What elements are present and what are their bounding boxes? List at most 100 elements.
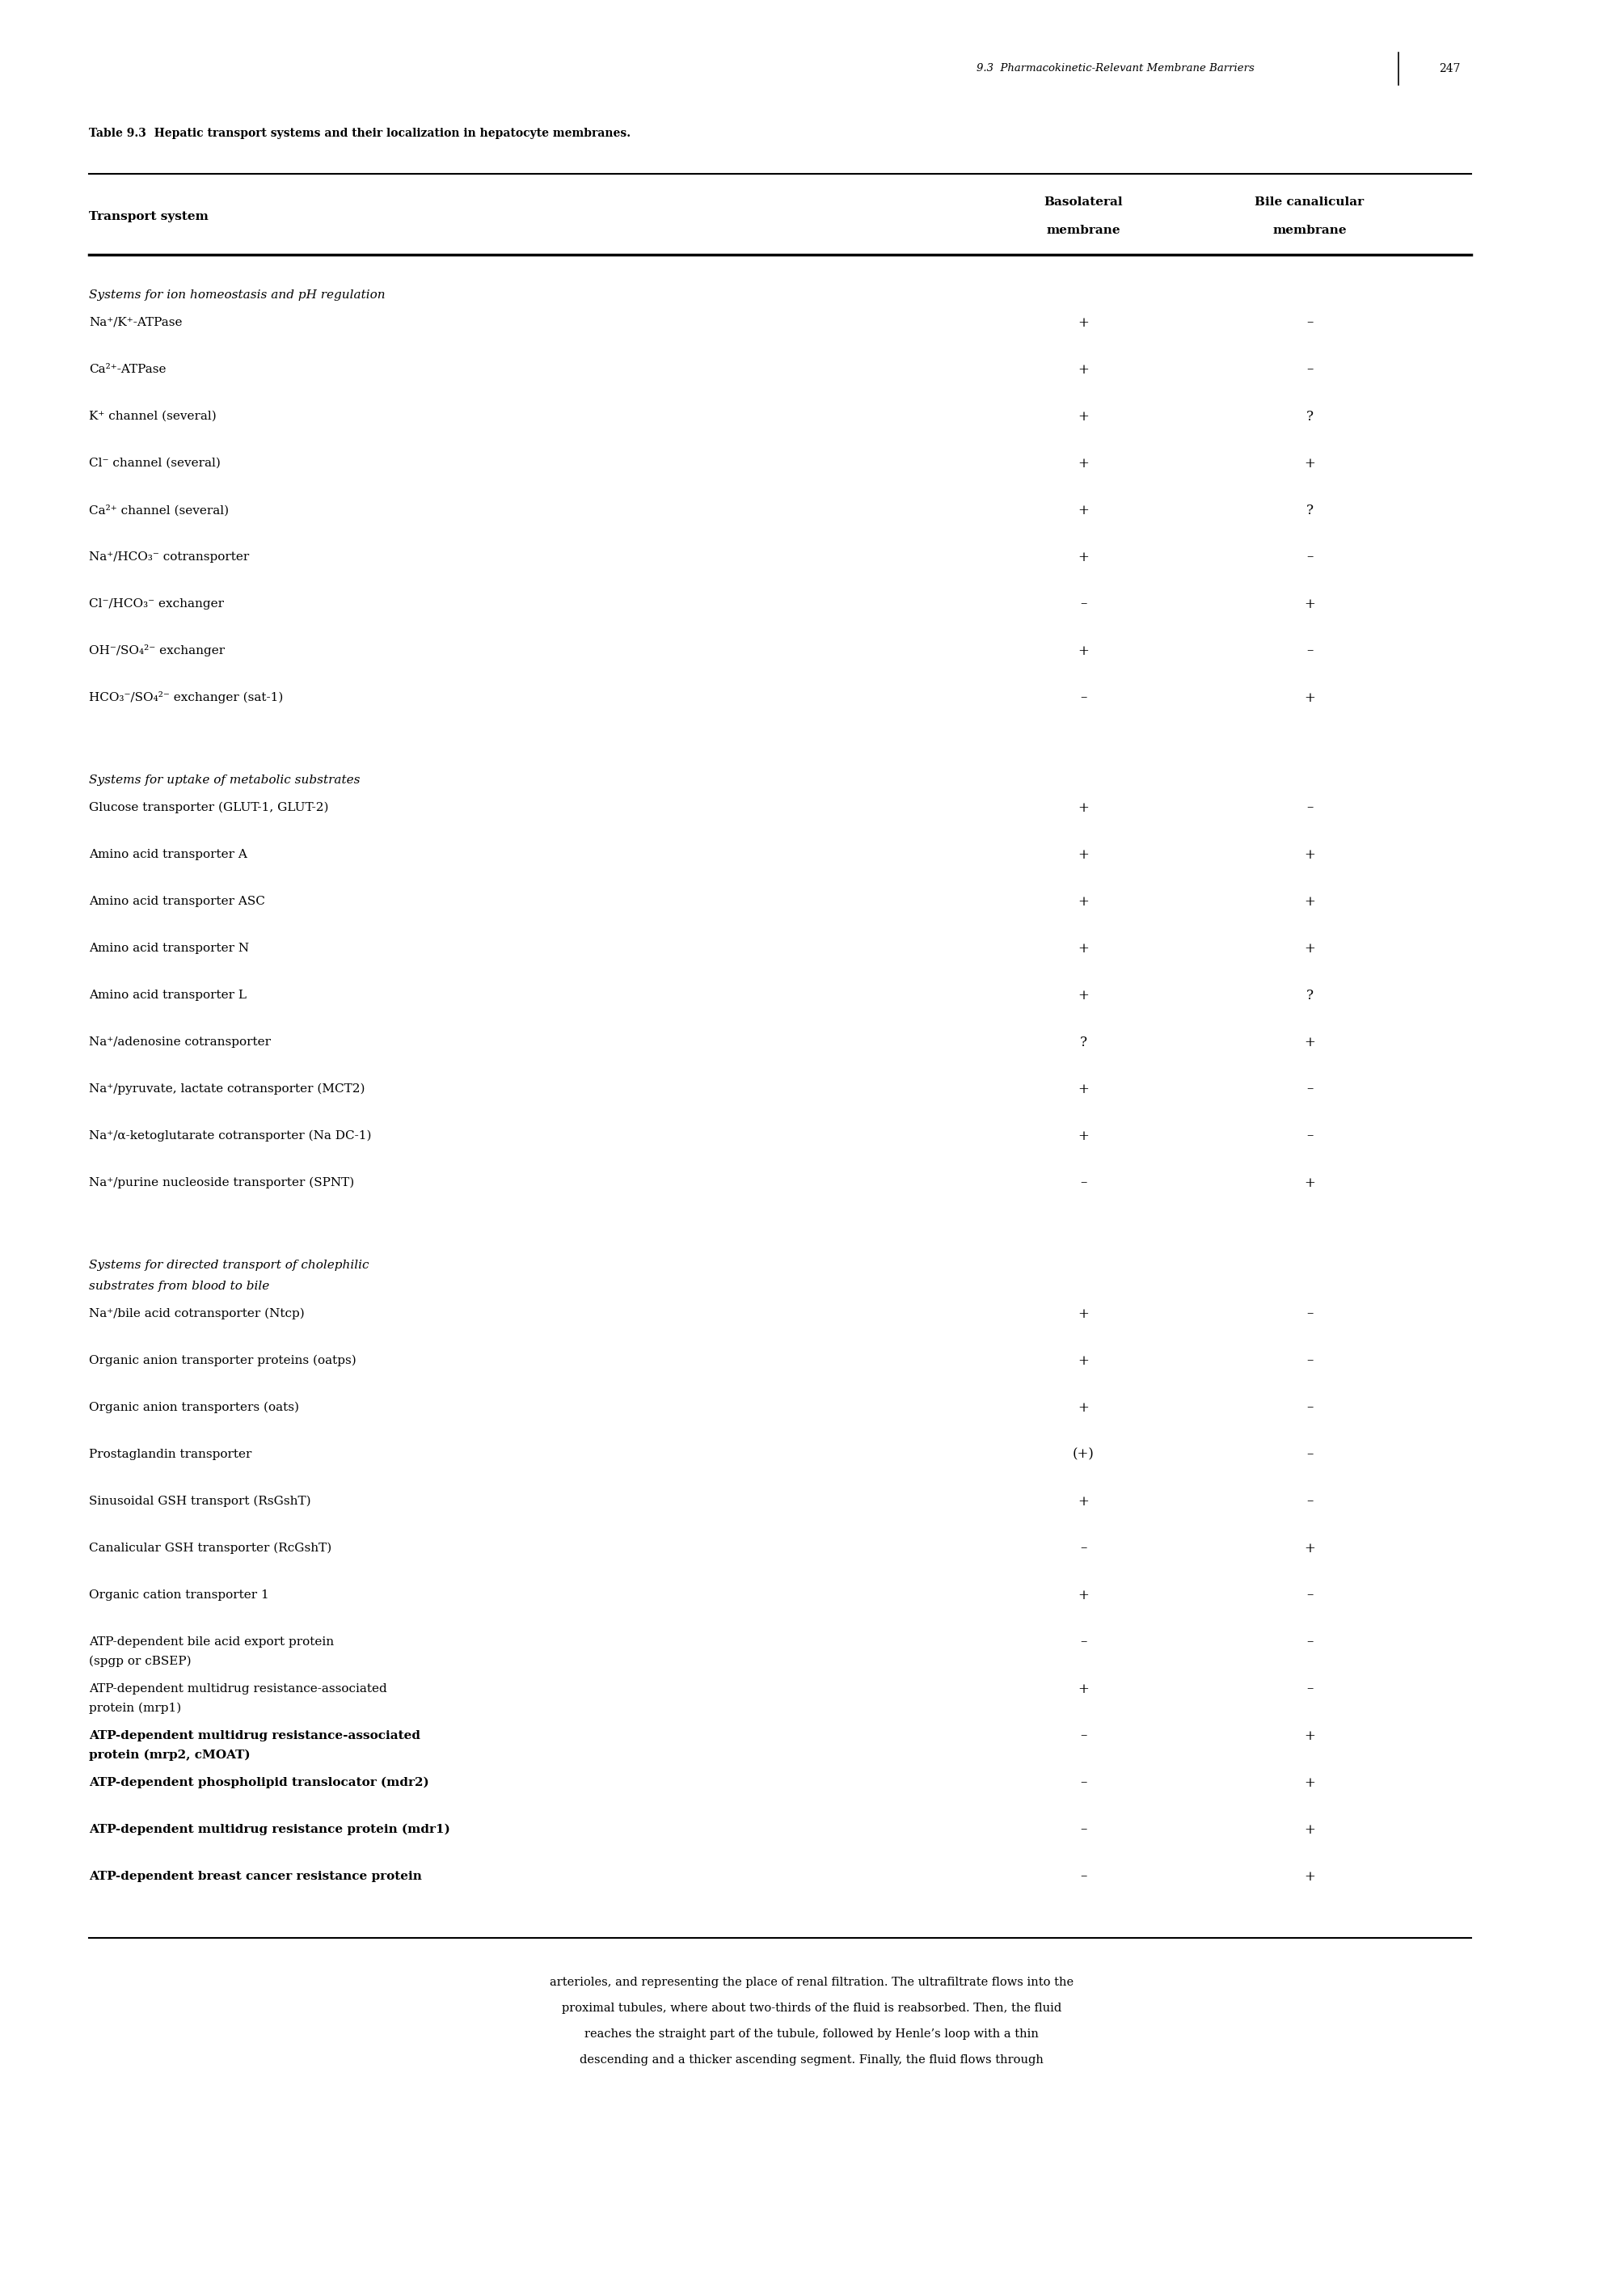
Text: –: – [1080, 690, 1086, 704]
Text: Ca²⁺ channel (several): Ca²⁺ channel (several) [89, 504, 229, 516]
Text: Amino acid transporter ASC: Amino acid transporter ASC [89, 896, 265, 908]
Text: +: + [1304, 596, 1315, 610]
Text: –: – [1080, 1728, 1086, 1742]
Text: +: + [1078, 1306, 1088, 1320]
Text: Ca²⁺-ATPase: Ca²⁺-ATPase [89, 364, 166, 376]
Text: proximal tubules, where about two-thirds of the fluid is reabsorbed. Then, the f: proximal tubules, where about two-thirds… [562, 2003, 1062, 2015]
Text: 9.3  Pharmacokinetic-Relevant Membrane Barriers: 9.3 Pharmacokinetic-Relevant Membrane Ba… [976, 64, 1254, 73]
Text: +: + [1304, 848, 1315, 862]
Text: –: – [1080, 1176, 1086, 1190]
Text: Bile canalicular: Bile canalicular [1255, 197, 1364, 209]
Text: Organic cation transporter 1: Organic cation transporter 1 [89, 1588, 270, 1600]
Text: –: – [1080, 1776, 1086, 1790]
Text: membrane: membrane [1273, 225, 1346, 236]
Text: –: – [1306, 1494, 1312, 1508]
Text: –: – [1306, 362, 1312, 376]
Text: Na⁺/pyruvate, lactate cotransporter (MCT2): Na⁺/pyruvate, lactate cotransporter (MCT… [89, 1084, 365, 1096]
Text: +: + [1304, 456, 1315, 470]
Text: –: – [1080, 1822, 1086, 1836]
Text: Canalicular GSH transporter (RcGshT): Canalicular GSH transporter (RcGshT) [89, 1543, 331, 1554]
Text: Amino acid transporter L: Amino acid transporter L [89, 990, 247, 1002]
Text: –: – [1080, 1540, 1086, 1554]
Text: –: – [1306, 550, 1312, 564]
Text: –: – [1080, 596, 1086, 610]
Text: –: – [1306, 1588, 1312, 1602]
Text: –: – [1306, 1130, 1312, 1144]
Text: –: – [1306, 1355, 1312, 1368]
Text: +: + [1078, 316, 1088, 330]
Text: –: – [1306, 1634, 1312, 1648]
Text: +: + [1078, 550, 1088, 564]
Text: +: + [1078, 988, 1088, 1002]
Text: +: + [1078, 504, 1088, 518]
Text: –: – [1080, 1870, 1086, 1884]
Text: +: + [1304, 690, 1315, 704]
Text: –: – [1306, 1082, 1312, 1096]
Text: +: + [1078, 456, 1088, 470]
Text: –: – [1306, 316, 1312, 330]
Text: +: + [1078, 1082, 1088, 1096]
Text: Transport system: Transport system [89, 211, 208, 222]
Text: Organic anion transporter proteins (oatps): Organic anion transporter proteins (oatp… [89, 1355, 356, 1366]
Text: HCO₃⁻/SO₄²⁻ exchanger (sat-1): HCO₃⁻/SO₄²⁻ exchanger (sat-1) [89, 692, 283, 704]
Text: +: + [1078, 410, 1088, 424]
Text: OH⁻/SO₄²⁻ exchanger: OH⁻/SO₄²⁻ exchanger [89, 644, 224, 658]
Text: Basolateral: Basolateral [1044, 197, 1122, 209]
Text: ?: ? [1306, 988, 1314, 1002]
Text: Na⁺/α-ketoglutarate cotransporter (Na DC-1): Na⁺/α-ketoglutarate cotransporter (Na DC… [89, 1130, 372, 1141]
Text: –: – [1306, 1400, 1312, 1414]
Text: –: – [1080, 1634, 1086, 1648]
Text: Prostaglandin transporter: Prostaglandin transporter [89, 1449, 252, 1460]
Text: +: + [1304, 1176, 1315, 1190]
Text: +: + [1078, 800, 1088, 814]
Text: Cl⁻/HCO₃⁻ exchanger: Cl⁻/HCO₃⁻ exchanger [89, 598, 224, 610]
Text: Na⁺/HCO₃⁻ cotransporter: Na⁺/HCO₃⁻ cotransporter [89, 552, 248, 564]
Text: +: + [1078, 848, 1088, 862]
Text: +: + [1304, 1728, 1315, 1742]
Text: +: + [1078, 1588, 1088, 1602]
Text: Na⁺/K⁺-ATPase: Na⁺/K⁺-ATPase [89, 316, 182, 328]
Text: +: + [1078, 1494, 1088, 1508]
Text: ATP-dependent phospholipid translocator (mdr2): ATP-dependent phospholipid translocator … [89, 1776, 429, 1788]
Text: ATP-dependent multidrug resistance-associated: ATP-dependent multidrug resistance-assoc… [89, 1730, 421, 1742]
Text: Organic anion transporters (oats): Organic anion transporters (oats) [89, 1403, 299, 1414]
Text: ATP-dependent bile acid export protein: ATP-dependent bile acid export protein [89, 1636, 335, 1648]
Text: protein (mrp2, cMOAT): protein (mrp2, cMOAT) [89, 1749, 250, 1760]
Text: ATP-dependent breast cancer resistance protein: ATP-dependent breast cancer resistance p… [89, 1870, 422, 1882]
Text: +: + [1078, 1682, 1088, 1696]
Text: –: – [1306, 800, 1312, 814]
Text: arterioles, and representing the place of renal filtration. The ultrafiltrate fl: arterioles, and representing the place o… [549, 1976, 1073, 1987]
Text: Glucose transporter (GLUT-1, GLUT-2): Glucose transporter (GLUT-1, GLUT-2) [89, 802, 328, 814]
Text: +: + [1078, 942, 1088, 956]
Text: Amino acid transporter A: Amino acid transporter A [89, 848, 247, 860]
Text: Amino acid transporter N: Amino acid transporter N [89, 942, 248, 953]
Text: +: + [1304, 1540, 1315, 1554]
Text: +: + [1304, 894, 1315, 908]
Text: +: + [1304, 1776, 1315, 1790]
Text: 247: 247 [1439, 64, 1460, 73]
Text: Na⁺/bile acid cotransporter (Ntcp): Na⁺/bile acid cotransporter (Ntcp) [89, 1309, 305, 1320]
Text: Systems for ion homeostasis and pH regulation: Systems for ion homeostasis and pH regul… [89, 289, 385, 300]
Text: Table 9.3  Hepatic transport systems and their localization in hepatocyte membra: Table 9.3 Hepatic transport systems and … [89, 128, 630, 140]
Text: –: – [1306, 1449, 1312, 1462]
Text: –: – [1306, 1682, 1312, 1696]
Text: +: + [1078, 1355, 1088, 1368]
Text: Na⁺/purine nucleoside transporter (SPNT): Na⁺/purine nucleoside transporter (SPNT) [89, 1178, 354, 1190]
Text: +: + [1078, 644, 1088, 658]
Text: membrane: membrane [1046, 225, 1121, 236]
Text: –: – [1306, 1306, 1312, 1320]
Text: ?: ? [1306, 504, 1314, 518]
Text: +: + [1078, 1130, 1088, 1144]
Text: –: – [1306, 644, 1312, 658]
Text: (spgp or cBSEP): (spgp or cBSEP) [89, 1655, 192, 1666]
Text: ?: ? [1080, 1036, 1086, 1050]
Text: reaches the straight part of the tubule, followed by Henle’s loop with a thin: reaches the straight part of the tubule,… [585, 2028, 1039, 2040]
Text: +: + [1304, 1036, 1315, 1050]
Text: +: + [1078, 362, 1088, 376]
Text: Systems for directed transport of cholephilic: Systems for directed transport of cholep… [89, 1261, 369, 1270]
Text: +: + [1304, 942, 1315, 956]
Text: ATP-dependent multidrug resistance protein (mdr1): ATP-dependent multidrug resistance prote… [89, 1824, 450, 1836]
Text: +: + [1078, 1400, 1088, 1414]
Text: +: + [1304, 1870, 1315, 1884]
Text: +: + [1304, 1822, 1315, 1836]
